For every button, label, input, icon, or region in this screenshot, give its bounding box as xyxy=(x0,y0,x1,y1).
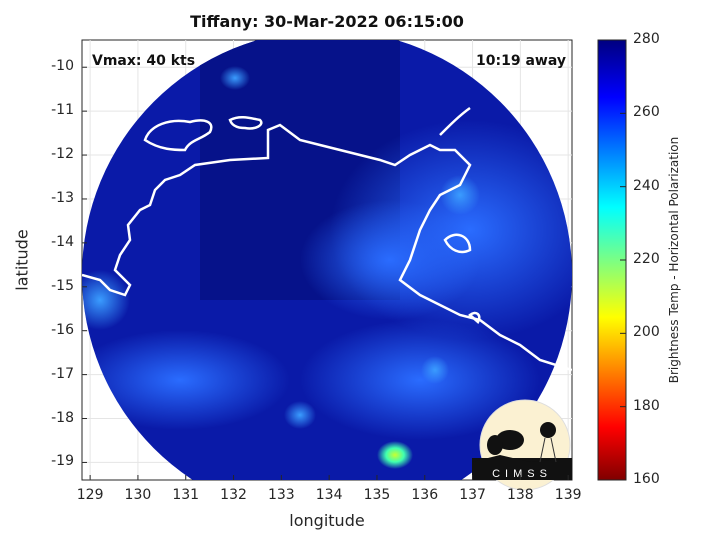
x-axis-label: longitude xyxy=(289,511,365,530)
y-tick-label: -13 xyxy=(51,189,74,206)
y-tick-label: -17 xyxy=(51,365,74,382)
colorbar-tick-label: 200 xyxy=(633,324,660,341)
colorbar-tick-label: 220 xyxy=(633,251,660,267)
colorbar-label: Brightness Temp - Horizontal Polarizatio… xyxy=(667,136,681,384)
x-tick-label: 138 xyxy=(506,487,534,503)
y-tick-label: -16 xyxy=(51,321,74,338)
distance-label: 10:19 away xyxy=(476,53,566,69)
y-tick-label: -10 xyxy=(51,58,74,75)
colorbar-tick-label: 180 xyxy=(633,397,660,414)
coastline xyxy=(82,106,572,372)
cimss-logo: CIMSS xyxy=(472,399,572,491)
y-tick-label: -19 xyxy=(51,453,74,470)
satellite-swath xyxy=(82,40,572,480)
logo-text: CIMSS xyxy=(492,468,552,480)
plot-title: Tiffany: 30-Mar-2022 06:15:00 xyxy=(190,12,464,31)
x-tick-label: 139 xyxy=(554,487,582,503)
colorbar-tick-label: 260 xyxy=(633,104,660,121)
x-tick-label: 130 xyxy=(124,487,152,503)
x-tick-label: 135 xyxy=(363,487,391,503)
x-tick-label: 129 xyxy=(76,487,104,503)
vmax-label: Vmax: 40 kts xyxy=(92,53,196,69)
y-tick-label: -14 xyxy=(51,233,74,250)
colorbar-tick-label: 280 xyxy=(633,31,660,47)
y-tick-label: -15 xyxy=(51,277,74,294)
x-tick-label: 131 xyxy=(172,487,200,503)
y-tick-label: -18 xyxy=(51,409,74,426)
colorbar-tick-label: 240 xyxy=(633,177,660,194)
x-tick-label: 133 xyxy=(267,487,295,503)
x-tick-label: 132 xyxy=(220,487,247,503)
y-tick-label: -12 xyxy=(51,146,74,163)
x-tick-label: 136 xyxy=(411,487,439,503)
x-tick-label: 134 xyxy=(315,487,343,503)
x-tick-label: 137 xyxy=(459,487,486,503)
y-tick-label: -11 xyxy=(51,102,74,119)
colorbar-tick-label: 160 xyxy=(633,471,660,487)
y-axis-label: latitude xyxy=(12,229,32,291)
